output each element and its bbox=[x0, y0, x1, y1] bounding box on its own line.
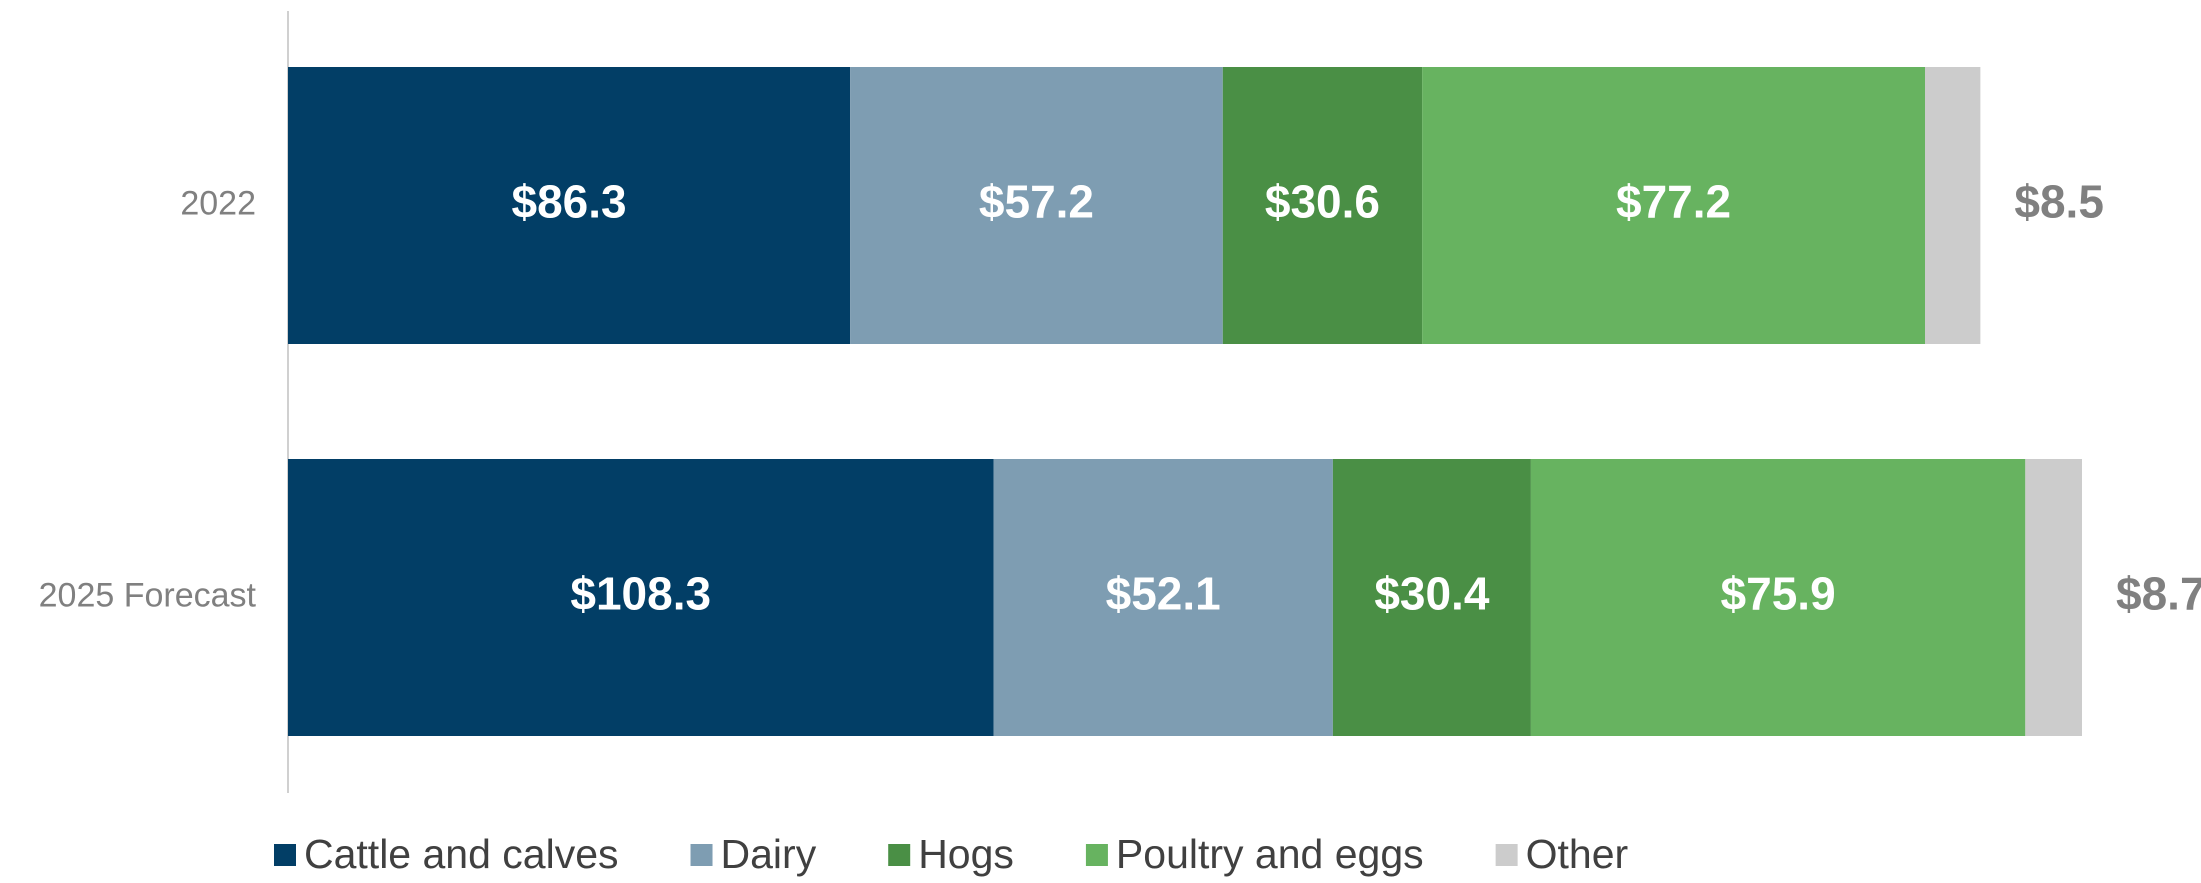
bar-segment bbox=[993, 459, 1333, 736]
bar-segment bbox=[1530, 459, 2026, 736]
data-label: $30.4 bbox=[1374, 568, 1490, 620]
legend-label: Cattle and calves bbox=[304, 831, 619, 877]
legend-swatch bbox=[274, 844, 296, 866]
bar-segment bbox=[1222, 67, 1423, 344]
legend-label: Other bbox=[1526, 831, 1629, 877]
bar-segment bbox=[1925, 67, 1981, 344]
legend-label: Hogs bbox=[918, 831, 1014, 877]
data-label: $75.9 bbox=[1721, 568, 1836, 620]
legend-label: Poultry and eggs bbox=[1116, 831, 1424, 877]
bar-segment bbox=[2025, 459, 2082, 736]
legend-swatch bbox=[1495, 844, 1518, 866]
data-label: $8.5 bbox=[2014, 176, 2104, 228]
data-label: $52.1 bbox=[1106, 568, 1221, 620]
bar-segment bbox=[1422, 67, 1926, 344]
bar-segment bbox=[288, 459, 994, 736]
bar-segment bbox=[288, 67, 851, 344]
legend-label: Dairy bbox=[721, 831, 817, 877]
data-label: $8.7 bbox=[2116, 568, 2201, 620]
y-tick-label: 2025 Forecast bbox=[39, 576, 257, 614]
legend-swatch bbox=[690, 844, 713, 866]
legend-swatch bbox=[1085, 844, 1108, 866]
data-label: $108.3 bbox=[570, 568, 711, 620]
data-label: $57.2 bbox=[979, 176, 1094, 228]
legend-swatch bbox=[888, 844, 911, 866]
data-label: $30.6 bbox=[1265, 176, 1380, 228]
bar-segment bbox=[1332, 459, 1531, 736]
data-label: $77.2 bbox=[1616, 176, 1731, 228]
data-label: $86.3 bbox=[512, 176, 627, 228]
bar-segment bbox=[850, 67, 1223, 344]
y-tick-label: 2022 bbox=[180, 184, 256, 222]
